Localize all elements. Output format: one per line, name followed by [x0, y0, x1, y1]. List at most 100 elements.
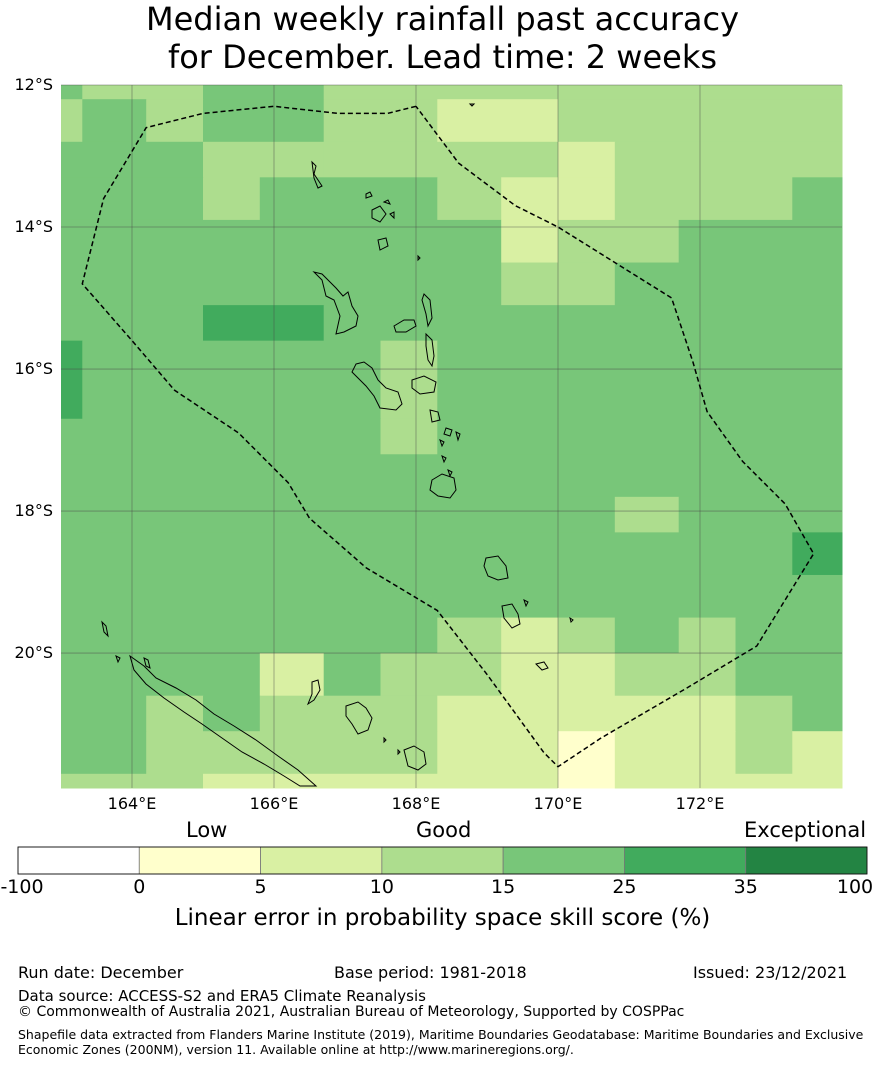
coastlines [101, 103, 574, 787]
skill-cell [61, 532, 793, 576]
longitude-tick-label: 168°E [391, 794, 441, 813]
skill-cell [558, 731, 616, 775]
skill-cell [61, 653, 261, 697]
skill-cell [82, 85, 204, 100]
skill-cell [437, 177, 502, 221]
skill-cell [146, 731, 438, 775]
skill-cell [735, 617, 843, 654]
skill-cell [614, 262, 843, 306]
skill-cell [437, 695, 736, 732]
skill-cell [61, 731, 147, 775]
skill-cell [792, 695, 843, 732]
skill-cell [146, 695, 204, 732]
skill-cell [437, 99, 559, 143]
island-ambrym [411, 375, 437, 395]
skill-grid [61, 85, 843, 789]
island-epi [429, 409, 441, 423]
colorbar-tick-label: 10 [369, 876, 394, 898]
skill-cell [61, 85, 83, 100]
island-maewo [421, 293, 433, 328]
skill-cell [203, 695, 261, 732]
skill-cell [380, 653, 502, 697]
skill-cell [61, 340, 83, 420]
islands-torres-banks [311, 103, 476, 262]
latitude-tick-label: 12°S [14, 75, 53, 94]
colorbar-segment [260, 846, 383, 875]
skill-cell [61, 418, 381, 455]
skill-cell [61, 99, 83, 143]
skill-cell [678, 219, 843, 264]
skill-cell [558, 219, 680, 264]
colorbar-category-exceptional: Exceptional [744, 818, 867, 842]
skill-cell [323, 653, 381, 697]
island-espiritu-santo [312, 271, 359, 335]
skill-cell [380, 340, 438, 420]
skill-cell [323, 305, 843, 342]
island-aneityum [535, 661, 549, 671]
skill-cell [614, 177, 793, 221]
skill-cell [203, 177, 261, 221]
skill-cell [614, 496, 680, 533]
island-pentecost [425, 332, 435, 368]
skill-cell [61, 262, 502, 306]
skill-cell [735, 695, 793, 732]
skill-cell [437, 773, 559, 789]
colorbar-tick-label: 15 [491, 876, 516, 898]
longitude-tick-label: 164°E [107, 794, 157, 813]
skill-cell [259, 695, 438, 732]
skill-cell [792, 532, 843, 576]
colorbar-segment [502, 846, 625, 875]
skill-cell [558, 141, 616, 178]
latitude-tick-label: 14°S [14, 217, 53, 237]
colorbar-tick-label: 0 [133, 876, 146, 898]
run-date: Run date: December [18, 963, 184, 982]
longitude-tick-label: 166°E [249, 794, 299, 813]
islands-small-south [383, 736, 401, 756]
skill-cell [614, 773, 843, 789]
colorbar-tick-label: 100 [836, 876, 874, 898]
latitude-tick-label: 20°S [14, 643, 53, 663]
skill-cell [203, 99, 325, 143]
eez-boundary [81, 105, 815, 768]
colorbar-segment [381, 846, 504, 875]
colorbar-segment [624, 846, 747, 875]
skill-cell [501, 617, 559, 654]
skill-cell [437, 418, 843, 455]
colorbar-category-low: Low [186, 818, 228, 842]
island-lifou [345, 701, 373, 735]
skill-cell [61, 219, 502, 264]
longitude-tick-label: 170°E [533, 794, 583, 813]
skill-cell [678, 496, 843, 533]
colorbar-segment [17, 846, 140, 875]
island-new-caledonia [129, 654, 318, 787]
title-line-1: Median weekly rainfall past accuracy [145, 0, 740, 38]
island-ambae [393, 319, 417, 333]
skill-cell [792, 177, 843, 221]
skill-cell [735, 653, 843, 697]
islands-shepherd [439, 427, 574, 623]
base-period: Base period: 1981-2018 [334, 963, 527, 982]
island-ouvea [306, 679, 321, 706]
colorbar-category-good: Good [416, 818, 472, 842]
island-malekula [351, 361, 403, 411]
skill-cell [614, 731, 736, 775]
island-erromango [483, 555, 509, 581]
island-belep [101, 620, 151, 669]
skill-cell [259, 177, 438, 221]
skill-cell [558, 773, 616, 789]
skill-cell [61, 574, 843, 619]
skill-cell [203, 141, 325, 178]
skill-cell [61, 496, 616, 533]
skill-cell [735, 731, 793, 775]
data-source: Data source: ACCESS-S2 and ERA5 Climate … [18, 987, 426, 1005]
shapefile-credit-1: Shapefile data extracted from Flanders M… [18, 1027, 864, 1042]
title-line-2: for December. Lead time: 2 weeks [167, 38, 718, 76]
latitude-tick-label: 18°S [14, 501, 53, 521]
skill-cell [323, 141, 559, 178]
skill-cell [203, 305, 325, 342]
skill-cell [61, 454, 843, 498]
colorbar-segment [138, 846, 261, 875]
colorbar-tick-label: -100 [0, 876, 44, 898]
skill-cell [82, 340, 382, 420]
longitude-tick-label: 172°E [675, 794, 725, 813]
